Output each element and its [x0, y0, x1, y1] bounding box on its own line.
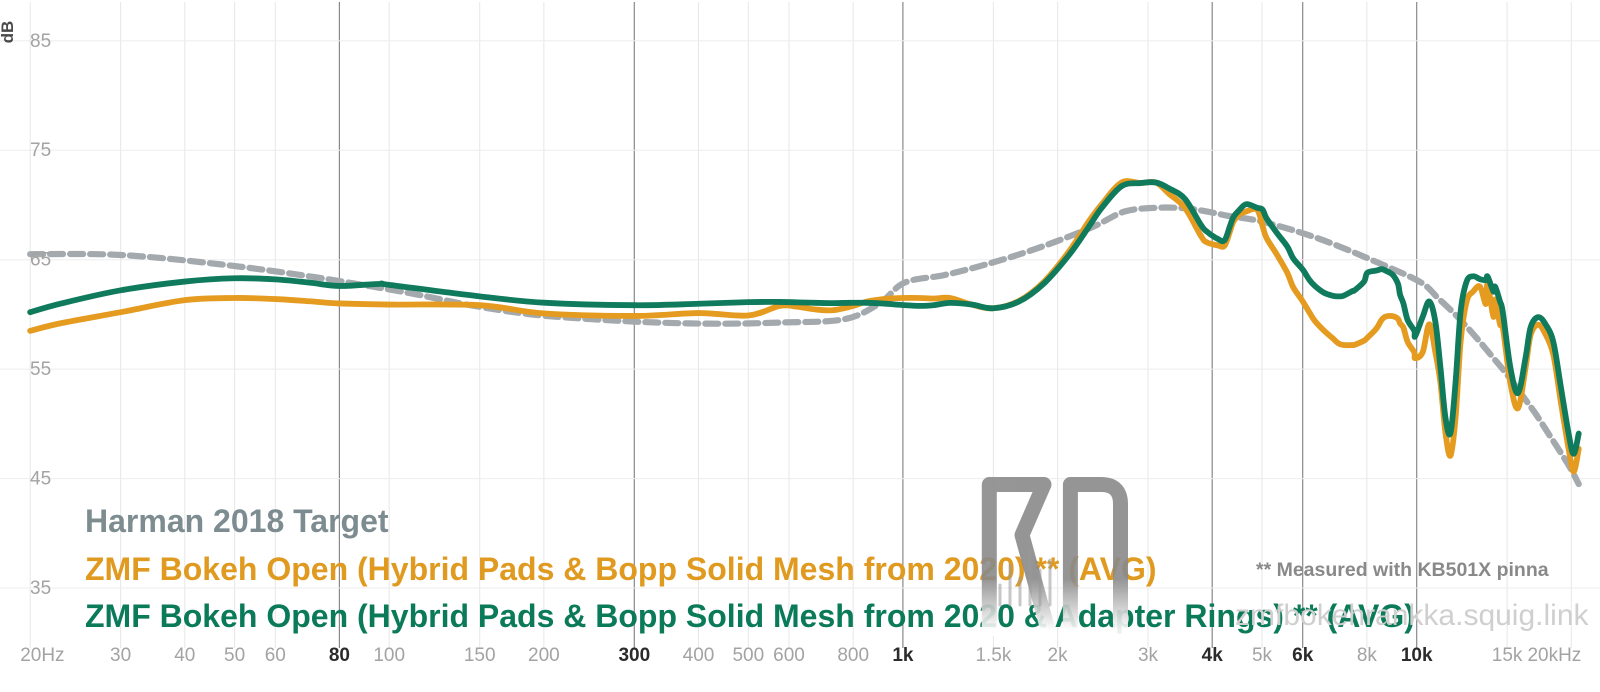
svg-text:65: 65	[30, 250, 51, 271]
svg-text:200: 200	[528, 645, 560, 666]
svg-text:45: 45	[30, 469, 51, 490]
svg-text:10k: 10k	[1401, 645, 1433, 666]
svg-text:6k: 6k	[1292, 645, 1314, 666]
svg-text:Harman 2018 Target: Harman 2018 Target	[85, 503, 389, 539]
svg-text:40: 40	[174, 645, 195, 666]
svg-text:** Measured with KB501X pinna: ** Measured with KB501X pinna	[1256, 559, 1549, 581]
svg-text:3k: 3k	[1138, 645, 1159, 666]
svg-text:5k: 5k	[1252, 645, 1273, 666]
svg-text:dB: dB	[0, 21, 17, 44]
svg-text:zmfbokehrankka.squig.link: zmfbokehrankka.squig.link	[1235, 599, 1590, 632]
svg-text:20Hz: 20Hz	[20, 645, 64, 666]
svg-text:55: 55	[30, 359, 51, 380]
svg-text:4k: 4k	[1202, 645, 1224, 666]
svg-text:800: 800	[837, 645, 869, 666]
svg-text:20kHz: 20kHz	[1527, 645, 1581, 666]
svg-text:60: 60	[265, 645, 286, 666]
svg-text:300: 300	[618, 645, 650, 666]
svg-text:600: 600	[773, 645, 805, 666]
svg-text:15k: 15k	[1492, 645, 1523, 666]
svg-text:85: 85	[30, 31, 51, 52]
svg-text:500: 500	[732, 645, 764, 666]
svg-text:50: 50	[224, 645, 245, 666]
svg-text:75: 75	[30, 140, 51, 161]
svg-text:2k: 2k	[1048, 645, 1069, 666]
svg-text:8k: 8k	[1357, 645, 1378, 666]
svg-text:ZMF Bokeh Open (Hybrid Pads &: ZMF Bokeh Open (Hybrid Pads & Bopp Solid…	[85, 598, 1415, 634]
svg-text:150: 150	[464, 645, 496, 666]
svg-text:1k: 1k	[892, 645, 914, 666]
svg-text:30: 30	[110, 645, 131, 666]
svg-text:100: 100	[373, 645, 405, 666]
svg-text:1.5k: 1.5k	[975, 645, 1011, 666]
svg-text:400: 400	[683, 645, 715, 666]
svg-text:35: 35	[30, 578, 51, 599]
svg-text:80: 80	[329, 645, 350, 666]
